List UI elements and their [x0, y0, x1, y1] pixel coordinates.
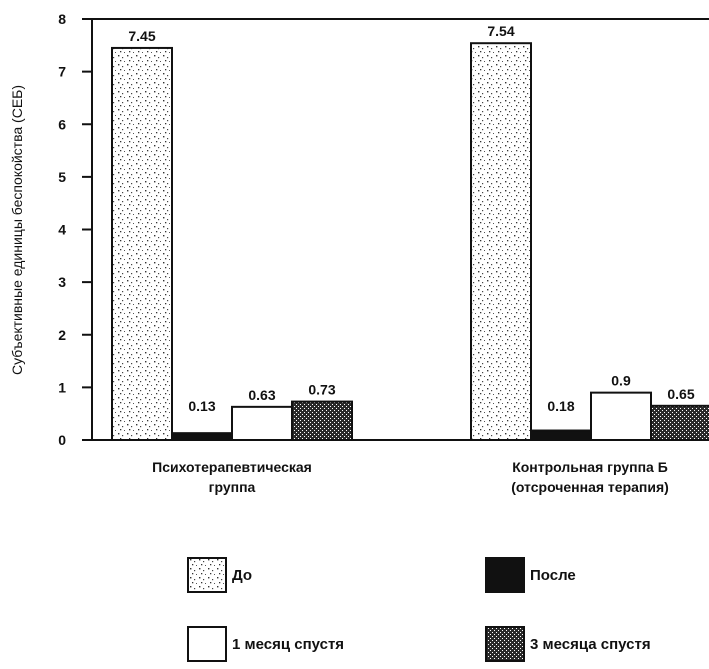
y-tick-label: 1 [58, 379, 66, 395]
bar [470, 42, 532, 442]
bar [171, 432, 233, 442]
legend-label: До [232, 567, 252, 584]
legend-swatch [485, 557, 525, 593]
bar [231, 405, 293, 442]
category-label: (отсроченная терапия) [511, 479, 669, 495]
legend-label: После [530, 567, 576, 584]
legend-swatch [187, 557, 227, 593]
y-tick-label: 3 [58, 274, 66, 290]
bar-value-label: 0.73 [308, 382, 335, 398]
bar [590, 391, 652, 442]
bar-value-label: 0.63 [248, 387, 275, 403]
y-tick-label: 0 [58, 432, 66, 448]
bar [650, 404, 709, 442]
y-axis-label: Субъективные единицы беспокойства (СЕБ) [9, 85, 25, 375]
bar [111, 46, 173, 441]
legend-label: 1 месяц спустя [232, 636, 344, 653]
bar [291, 400, 353, 441]
y-tick-label: 8 [58, 11, 66, 27]
y-tick-label: 2 [58, 327, 66, 343]
y-tick-label: 5 [58, 169, 66, 185]
category-label: группа [209, 479, 256, 495]
bar-value-label: 7.54 [487, 23, 514, 39]
category-label: Контрольная группа Б [512, 459, 668, 475]
bar-value-label: 0.9 [611, 373, 631, 389]
legend: До После 1 месяц спустя 3 месяца спустя [187, 557, 651, 662]
y-tick-label: 7 [58, 64, 66, 80]
y-tick-label: 4 [58, 222, 66, 238]
legend-swatch [187, 626, 227, 662]
y-tick-label: 6 [58, 116, 66, 132]
category-label: Психотерапевтическая [152, 459, 312, 475]
legend-swatch [485, 626, 525, 662]
bar-value-label: 0.13 [188, 398, 215, 414]
bar-value-label: 0.65 [667, 386, 694, 402]
bar-value-label: 7.45 [128, 28, 155, 44]
bar [530, 429, 592, 441]
legend-label: 3 месяца спустя [530, 636, 651, 653]
bar-value-label: 0.18 [547, 398, 574, 414]
